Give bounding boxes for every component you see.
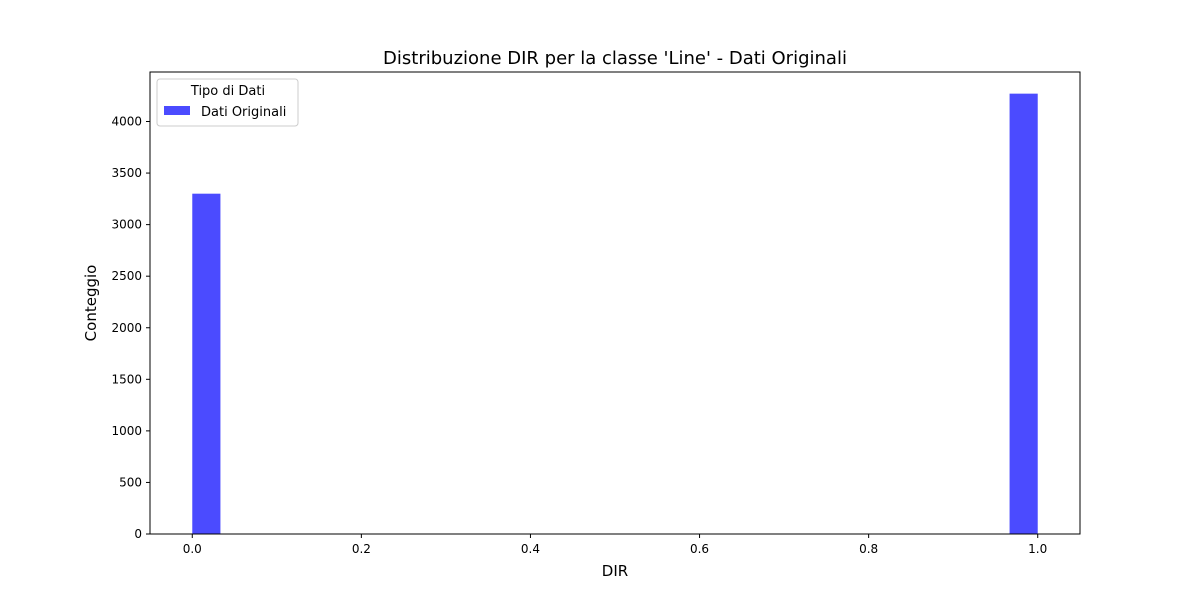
y-axis-label: Conteggio (82, 265, 100, 342)
y-tick-label: 3500 (111, 166, 142, 180)
legend-box (156, 78, 299, 127)
y-tick-label: 500 (119, 475, 142, 489)
y-tick-label: 4000 (111, 115, 142, 129)
histogram-bar-0 (192, 193, 221, 534)
bars-layer (192, 93, 1038, 534)
y-tick-label: 0 (134, 527, 142, 541)
x-axis-label: DIR (602, 562, 628, 580)
legend-entry-label: Dati Originali (201, 105, 286, 120)
y-tick-label: 2000 (111, 321, 142, 335)
x-axis-ticks: 0.0 0.2 0.4 0.6 0.8 1.0 (183, 534, 1047, 556)
y-axis-ticks: 0 500 1000 1500 2000 2500 3000 3500 4000 (111, 115, 150, 541)
legend: Tipo di Dati Dati Originali (156, 78, 299, 127)
y-tick-label: 3000 (111, 218, 142, 232)
y-tick-label: 2500 (111, 269, 142, 283)
chart-title: Distribuzione DIR per la classe 'Line' -… (383, 48, 847, 69)
x-tick-label: 0.2 (352, 542, 371, 556)
y-tick-label: 1500 (111, 372, 142, 386)
x-tick-label: 0.0 (183, 542, 202, 556)
x-tick-label: 0.8 (859, 542, 878, 556)
legend-swatch-dati-originali (164, 106, 190, 115)
x-tick-label: 0.6 (690, 542, 709, 556)
plot-area-frame (149, 71, 1081, 535)
y-tick-label: 1000 (111, 424, 142, 438)
x-tick-label: 1.0 (1028, 542, 1047, 556)
legend-title: Tipo di Dati (190, 84, 265, 99)
x-tick-label: 0.4 (521, 542, 540, 556)
histogram-bar-1 (1009, 93, 1038, 534)
